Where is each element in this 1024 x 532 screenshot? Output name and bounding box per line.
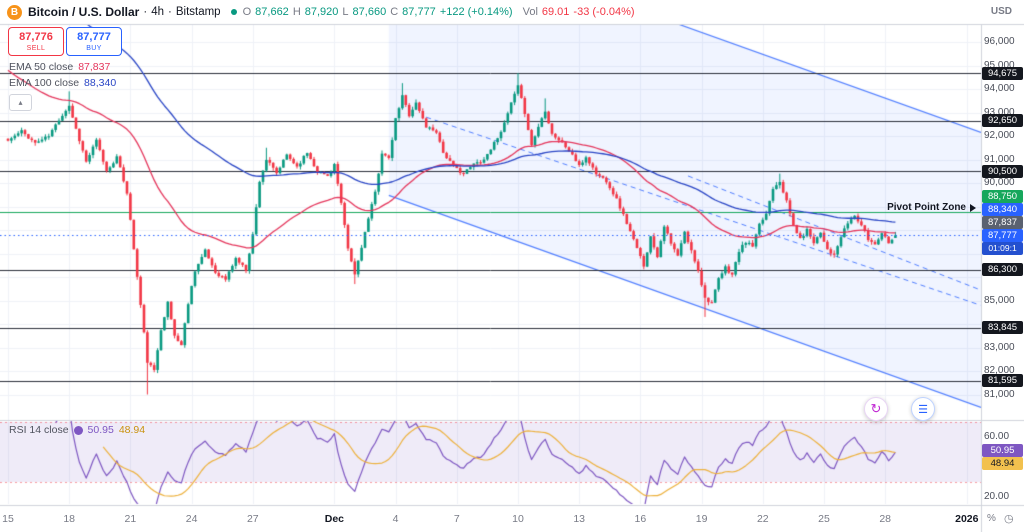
- interval-label[interactable]: 4h: [151, 6, 164, 18]
- refresh-icon: ↻: [870, 401, 882, 416]
- price-axis-label: 93,000: [984, 106, 1015, 118]
- price-badge: 88,750: [982, 189, 1023, 203]
- rsi-badge: 50.95: [982, 444, 1023, 458]
- trade-widget: 87,776 SELL 87,777 BUY: [8, 27, 122, 56]
- price-axis-label: 96,000: [984, 36, 1015, 47]
- ema100-legend-value: 88,340: [84, 77, 117, 89]
- rsi-ma-legend-value: 48.94: [118, 424, 146, 436]
- ohlc-close-label: C: [390, 6, 399, 18]
- time-axis-label: 13: [573, 513, 586, 525]
- buy-label: BUY: [86, 44, 102, 52]
- ohlc-high-value: 87,920: [304, 6, 339, 18]
- time-axis-label: 28: [879, 513, 892, 525]
- ema50-legend-label: EMA 50 close: [9, 61, 74, 73]
- rsi-axis-label: 60.00: [984, 431, 1010, 442]
- time-axis-label: 2026: [955, 513, 979, 525]
- price-axis-label: 91,000: [984, 153, 1015, 165]
- price-axis-label: 81,000: [984, 388, 1015, 400]
- rsi-indicator-icon: [73, 425, 83, 435]
- price-axis-label: 85,000: [984, 294, 1015, 306]
- rsi-legend-value: 50.95: [87, 424, 114, 436]
- rsi-axis-label: 20.00: [984, 491, 1010, 502]
- rsi-badge: 48.94: [982, 457, 1023, 471]
- sell-button[interactable]: 87,776 SELL: [8, 27, 64, 56]
- time-axis-label: 18: [63, 513, 76, 525]
- time-axis-label: 16: [634, 513, 647, 525]
- currency-label: USD: [990, 6, 1012, 17]
- pivot-label-text: Pivot Point Zone: [887, 202, 966, 213]
- market-status-dot: [230, 9, 237, 15]
- price-change: +122 (+0.14%): [439, 6, 513, 18]
- price-badge: 83,845: [982, 321, 1023, 335]
- sell-label: SELL: [26, 44, 46, 52]
- exchange-label[interactable]: Bitstamp: [175, 6, 221, 18]
- rsi-legend-label: RSI 14 close: [9, 424, 69, 436]
- time-axis-label: 25: [818, 513, 830, 525]
- pivot-point-zone-label: Pivot Point Zone: [887, 202, 976, 213]
- ema100-legend-label: EMA 100 close: [9, 77, 80, 89]
- time-axis-label: 10: [512, 513, 524, 525]
- broker-panel-fab-button[interactable]: ☰: [911, 397, 935, 421]
- time-axis-label: 4: [392, 513, 399, 525]
- time-axis-label: 27: [246, 513, 259, 525]
- price-axis-label: 90,000: [984, 177, 1015, 188]
- volume-change: -33 (-0.04%): [573, 6, 635, 18]
- ema50-legend[interactable]: EMA 50 close 87,837: [9, 61, 110, 73]
- buy-button[interactable]: 87,777 BUY: [66, 27, 122, 56]
- price-axis-label: 95,000: [984, 59, 1015, 71]
- right-arrow-icon: [970, 203, 976, 212]
- clock-icon[interactable]: ◷: [1004, 513, 1014, 525]
- volume-value: 69.01: [541, 6, 570, 18]
- ohlc-low-value: 87,660: [352, 6, 387, 18]
- price-axis-label: 92,000: [984, 130, 1015, 141]
- price-badge: 81,595: [982, 374, 1023, 388]
- price-badge: 88,340: [982, 202, 1023, 216]
- time-axis-label: 21: [124, 513, 137, 525]
- chevron-up-icon: ▴: [18, 98, 23, 107]
- price-badge: 92,650: [982, 114, 1023, 128]
- price-axis-label: 83,000: [984, 341, 1015, 353]
- separator-dot: ·: [168, 6, 172, 18]
- ohlc-open-label: O: [242, 6, 252, 18]
- time-axis-label: Dec: [324, 513, 345, 525]
- volume-label: Vol: [522, 6, 538, 18]
- menu-circle-icon: ☰: [918, 403, 928, 416]
- ohlc-open-value: 87,662: [255, 6, 289, 18]
- ema100-legend[interactable]: EMA 100 close 88,340: [9, 77, 116, 89]
- countdown-badge: 01:09:1: [982, 241, 1023, 255]
- price-axis-label: 94,000: [984, 83, 1015, 94]
- percent-scale-toggle[interactable]: %: [987, 513, 996, 524]
- time-axis-label: 24: [185, 513, 198, 525]
- time-axis-label: 19: [695, 513, 708, 525]
- time-axis-label: 15: [2, 513, 14, 525]
- chart-header: B Bitcoin / U.S. Dollar · 4h · Bitstamp …: [0, 0, 635, 24]
- sell-price: 87,776: [19, 30, 53, 43]
- ohlc-close-value: 87,777: [402, 6, 436, 18]
- ohlc-high-label: H: [292, 6, 301, 18]
- time-axis-label: 22: [756, 513, 769, 525]
- bitcoin-icon: B: [7, 4, 22, 20]
- price-badge: 86,300: [982, 263, 1023, 277]
- buy-price: 87,777: [77, 30, 111, 43]
- ema50-legend-value: 87,837: [78, 61, 111, 73]
- rsi-legend[interactable]: RSI 14 close 50.95 48.94: [9, 424, 145, 436]
- separator-dot: ·: [143, 6, 148, 18]
- collapse-legend-button[interactable]: ▴: [9, 94, 32, 111]
- replay-fab-button[interactable]: ↻: [864, 397, 888, 421]
- ohlc-low-label: L: [342, 6, 349, 18]
- price-badge: 87,777: [982, 228, 1023, 242]
- price-badge: 90,500: [982, 164, 1023, 178]
- price-axis-label: 82,000: [984, 365, 1015, 376]
- price-badge: 94,675: [982, 66, 1023, 80]
- symbol-name[interactable]: Bitcoin / U.S. Dollar: [28, 5, 140, 19]
- price-badge: 87,837: [982, 215, 1023, 229]
- time-axis-label: 7: [453, 513, 460, 525]
